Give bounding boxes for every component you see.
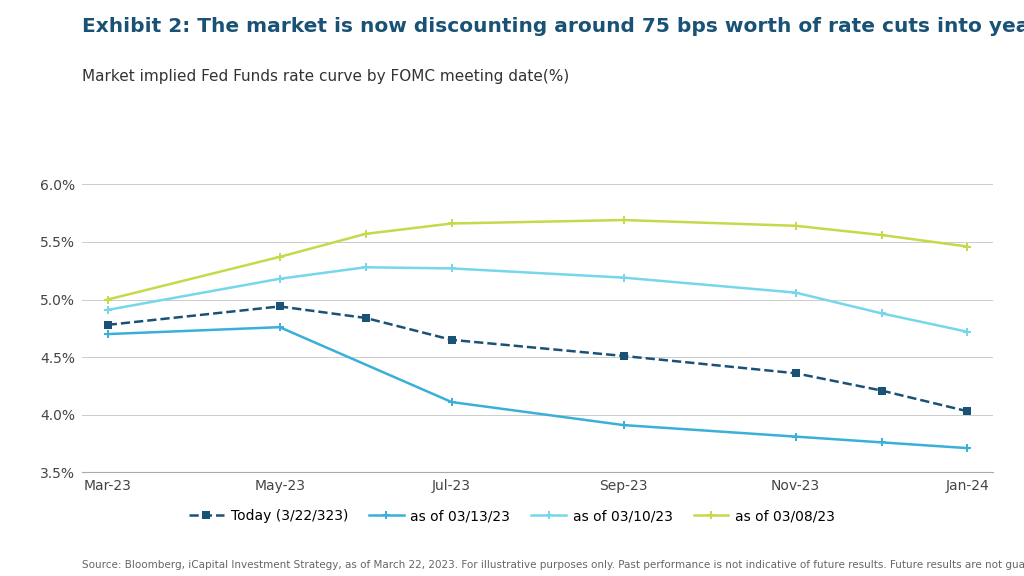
Today (3/22/323) [359,314,372,321]
as of 03/13/23 [617,422,630,429]
as of 03/13/23 [876,439,888,446]
Today (3/22/323) [101,321,114,328]
as of 03/10/23 [617,274,630,281]
Today (3/22/323) [962,408,974,415]
Text: Source: Bloomberg, iCapital Investment Strategy, as of March 22, 2023. For illus: Source: Bloomberg, iCapital Investment S… [82,560,1024,570]
Legend: Today (3/22/323), as of 03/13/23, as of 03/10/23, as of 03/08/23: Today (3/22/323), as of 03/13/23, as of … [183,503,841,529]
as of 03/13/23 [790,433,802,440]
Today (3/22/323) [445,336,458,343]
Line: as of 03/13/23: as of 03/13/23 [103,323,972,452]
Line: Today (3/22/323): Today (3/22/323) [103,302,972,415]
as of 03/10/23 [359,264,372,271]
as of 03/08/23 [962,243,974,250]
as of 03/08/23 [445,220,458,227]
as of 03/10/23 [962,328,974,335]
Line: as of 03/10/23: as of 03/10/23 [103,263,972,336]
as of 03/10/23 [445,265,458,272]
as of 03/10/23 [790,289,802,296]
as of 03/13/23 [101,331,114,338]
as of 03/13/23 [445,399,458,406]
Today (3/22/323) [273,303,286,310]
as of 03/13/23 [273,324,286,331]
Today (3/22/323) [876,387,888,394]
Text: Exhibit 2: The market is now discounting around 75 bps worth of rate cuts into y: Exhibit 2: The market is now discounting… [82,17,1024,36]
Text: Market implied Fed Funds rate curve by FOMC meeting date(%): Market implied Fed Funds rate curve by F… [82,69,569,84]
as of 03/13/23 [962,445,974,452]
as of 03/08/23 [359,230,372,237]
Line: as of 03/08/23: as of 03/08/23 [103,216,972,304]
as of 03/10/23 [101,306,114,313]
Today (3/22/323) [790,370,802,377]
as of 03/10/23 [273,275,286,282]
as of 03/08/23 [101,296,114,303]
as of 03/08/23 [617,217,630,223]
Today (3/22/323) [617,353,630,359]
as of 03/08/23 [876,232,888,238]
as of 03/08/23 [790,222,802,229]
as of 03/08/23 [273,253,286,260]
as of 03/10/23 [876,310,888,317]
